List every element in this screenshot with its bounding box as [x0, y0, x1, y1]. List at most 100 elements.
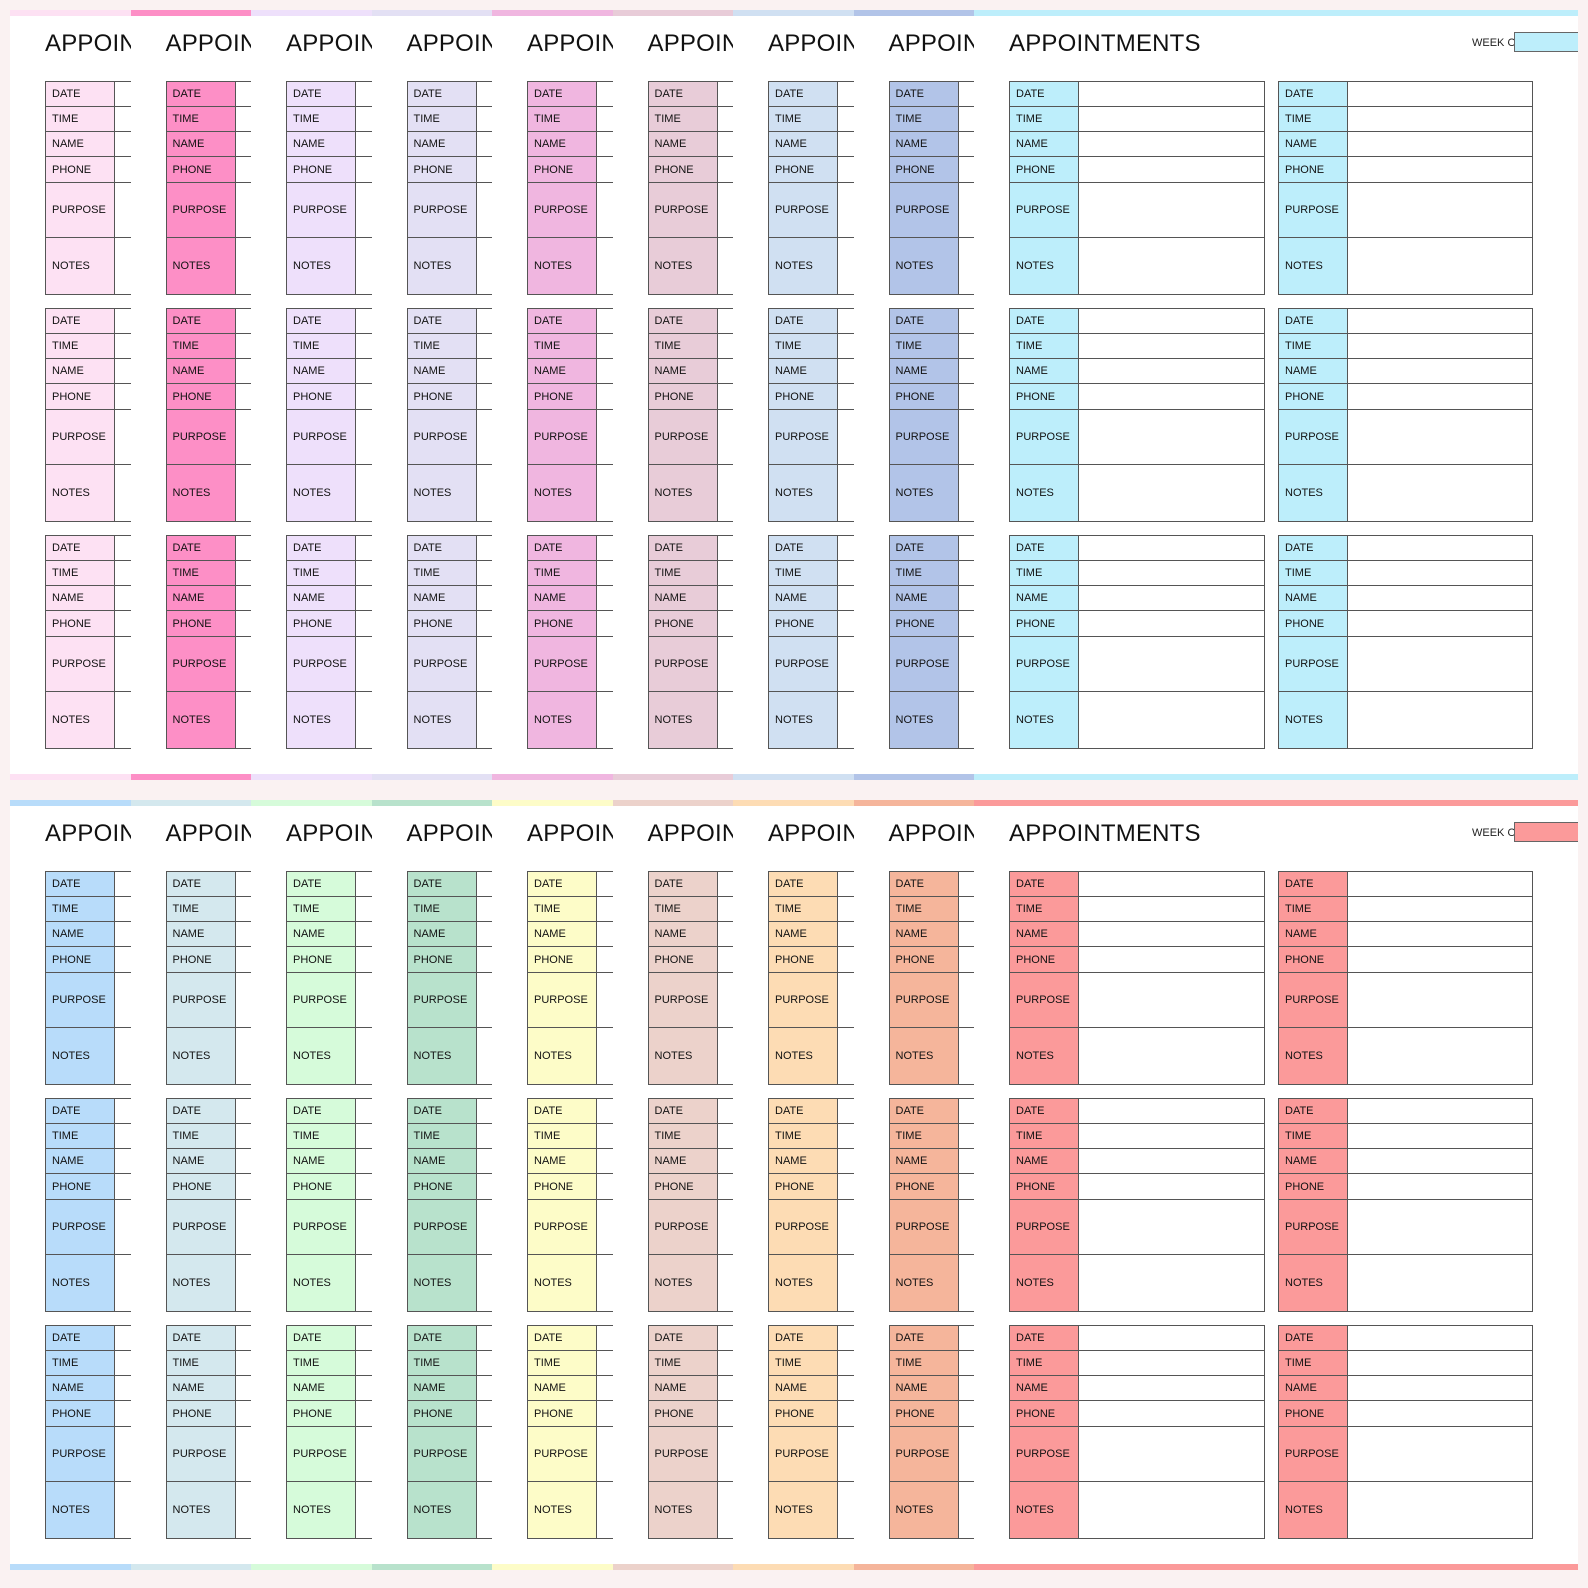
field-input-date[interactable] [1079, 1326, 1264, 1350]
field-input-phone[interactable] [958, 611, 974, 636]
field-input-name[interactable] [717, 132, 733, 156]
week-of-input[interactable] [1514, 822, 1578, 842]
field-input-purpose[interactable] [115, 1200, 131, 1254]
field-input-purpose[interactable] [115, 973, 131, 1027]
field-input-phone[interactable] [1079, 611, 1264, 636]
field-input-notes[interactable] [356, 1482, 372, 1538]
field-input-notes[interactable] [476, 1255, 492, 1311]
field-input-date[interactable] [1079, 82, 1264, 106]
field-input-notes[interactable] [115, 1028, 131, 1084]
field-input-purpose[interactable] [476, 183, 492, 237]
field-input-notes[interactable] [476, 465, 492, 521]
field-input-phone[interactable] [476, 1174, 492, 1199]
field-input-purpose[interactable] [1348, 637, 1532, 691]
field-input-name[interactable] [1348, 922, 1532, 946]
field-input-name[interactable] [476, 132, 492, 156]
field-input-date[interactable] [115, 82, 131, 106]
field-input-purpose[interactable] [1079, 1427, 1264, 1481]
field-input-phone[interactable] [958, 1174, 974, 1199]
field-input-date[interactable] [476, 82, 492, 106]
field-input-notes[interactable] [717, 1028, 733, 1084]
field-input-phone[interactable] [958, 157, 974, 182]
field-input-notes[interactable] [1079, 1028, 1264, 1084]
field-input-purpose[interactable] [838, 410, 854, 464]
field-input-date[interactable] [1348, 82, 1532, 106]
field-input-name[interactable] [1079, 1376, 1264, 1400]
field-input-notes[interactable] [1079, 238, 1264, 294]
field-input-purpose[interactable] [1348, 1200, 1532, 1254]
field-input-phone[interactable] [597, 1174, 613, 1199]
field-input-notes[interactable] [958, 692, 974, 748]
field-input-phone[interactable] [958, 384, 974, 409]
field-input-time[interactable] [235, 1351, 251, 1375]
field-input-name[interactable] [356, 132, 372, 156]
field-input-phone[interactable] [115, 384, 131, 409]
field-input-phone[interactable] [115, 157, 131, 182]
field-input-purpose[interactable] [1079, 973, 1264, 1027]
field-input-phone[interactable] [1079, 1174, 1264, 1199]
field-input-purpose[interactable] [958, 1200, 974, 1254]
field-input-date[interactable] [838, 82, 854, 106]
field-input-notes[interactable] [356, 1255, 372, 1311]
field-input-date[interactable] [235, 82, 251, 106]
field-input-phone[interactable] [476, 384, 492, 409]
field-input-name[interactable] [1348, 132, 1532, 156]
field-input-time[interactable] [1079, 334, 1264, 358]
field-input-name[interactable] [115, 922, 131, 946]
field-input-name[interactable] [235, 359, 251, 383]
field-input-date[interactable] [597, 1099, 613, 1123]
field-input-name[interactable] [597, 359, 613, 383]
field-input-notes[interactable] [717, 1482, 733, 1538]
field-input-name[interactable] [1348, 359, 1532, 383]
field-input-notes[interactable] [597, 238, 613, 294]
field-input-notes[interactable] [597, 1255, 613, 1311]
field-input-phone[interactable] [356, 947, 372, 972]
field-input-phone[interactable] [838, 947, 854, 972]
field-input-purpose[interactable] [717, 637, 733, 691]
field-input-purpose[interactable] [597, 1427, 613, 1481]
field-input-purpose[interactable] [235, 183, 251, 237]
field-input-phone[interactable] [717, 157, 733, 182]
field-input-phone[interactable] [115, 611, 131, 636]
field-input-date[interactable] [356, 536, 372, 560]
field-input-time[interactable] [597, 897, 613, 921]
field-input-time[interactable] [1079, 1351, 1264, 1375]
field-input-date[interactable] [838, 872, 854, 896]
field-input-purpose[interactable] [356, 410, 372, 464]
field-input-notes[interactable] [838, 1255, 854, 1311]
field-input-purpose[interactable] [1348, 183, 1532, 237]
field-input-time[interactable] [958, 1124, 974, 1148]
field-input-notes[interactable] [356, 238, 372, 294]
field-input-date[interactable] [838, 1326, 854, 1350]
field-input-date[interactable] [115, 536, 131, 560]
field-input-time[interactable] [958, 561, 974, 585]
field-input-purpose[interactable] [235, 410, 251, 464]
field-input-purpose[interactable] [115, 183, 131, 237]
field-input-notes[interactable] [1079, 1482, 1264, 1538]
field-input-phone[interactable] [476, 611, 492, 636]
field-input-phone[interactable] [1079, 384, 1264, 409]
field-input-name[interactable] [838, 359, 854, 383]
field-input-notes[interactable] [235, 692, 251, 748]
field-input-phone[interactable] [1079, 1401, 1264, 1426]
field-input-notes[interactable] [235, 465, 251, 521]
field-input-name[interactable] [597, 586, 613, 610]
field-input-date[interactable] [958, 309, 974, 333]
field-input-phone[interactable] [597, 1401, 613, 1426]
field-input-phone[interactable] [476, 947, 492, 972]
field-input-date[interactable] [717, 1326, 733, 1350]
field-input-notes[interactable] [958, 238, 974, 294]
field-input-name[interactable] [476, 1149, 492, 1173]
field-input-name[interactable] [958, 922, 974, 946]
field-input-date[interactable] [356, 1326, 372, 1350]
field-input-notes[interactable] [356, 692, 372, 748]
field-input-phone[interactable] [356, 1401, 372, 1426]
field-input-date[interactable] [597, 82, 613, 106]
field-input-notes[interactable] [597, 1028, 613, 1084]
field-input-notes[interactable] [235, 1255, 251, 1311]
field-input-name[interactable] [597, 1376, 613, 1400]
field-input-time[interactable] [235, 561, 251, 585]
field-input-name[interactable] [717, 922, 733, 946]
field-input-date[interactable] [115, 1099, 131, 1123]
field-input-date[interactable] [717, 82, 733, 106]
